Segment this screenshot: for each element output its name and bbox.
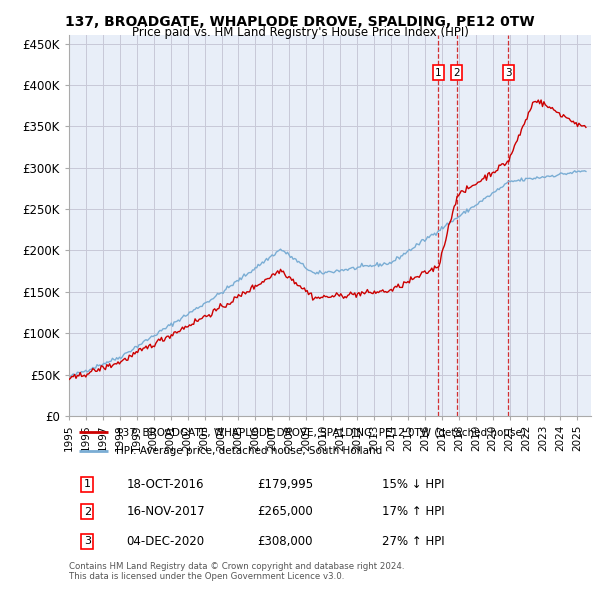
Text: 27% ↑ HPI: 27% ↑ HPI — [382, 535, 445, 548]
Text: 2: 2 — [453, 68, 460, 78]
Text: 15% ↓ HPI: 15% ↓ HPI — [382, 478, 445, 491]
Text: 04-DEC-2020: 04-DEC-2020 — [127, 535, 205, 548]
Text: Contains HM Land Registry data © Crown copyright and database right 2024.
This d: Contains HM Land Registry data © Crown c… — [69, 562, 404, 581]
Text: 137, BROADGATE, WHAPLODE DROVE, SPALDING, PE12 0TW (detached house): 137, BROADGATE, WHAPLODE DROVE, SPALDING… — [116, 427, 526, 437]
Text: 16-NOV-2017: 16-NOV-2017 — [127, 505, 205, 519]
Text: 137, BROADGATE, WHAPLODE DROVE, SPALDING, PE12 0TW: 137, BROADGATE, WHAPLODE DROVE, SPALDING… — [65, 15, 535, 29]
Text: Price paid vs. HM Land Registry's House Price Index (HPI): Price paid vs. HM Land Registry's House … — [131, 26, 469, 39]
Text: 18-OCT-2016: 18-OCT-2016 — [127, 478, 204, 491]
Text: 3: 3 — [505, 68, 512, 78]
Text: 1: 1 — [84, 480, 91, 489]
Text: 3: 3 — [84, 536, 91, 546]
Text: HPI: Average price, detached house, South Holland: HPI: Average price, detached house, Sout… — [116, 445, 382, 455]
Text: 17% ↑ HPI: 17% ↑ HPI — [382, 505, 445, 519]
Text: 1: 1 — [435, 68, 442, 78]
Text: £179,995: £179,995 — [257, 478, 313, 491]
Text: £308,000: £308,000 — [257, 535, 313, 548]
Text: £265,000: £265,000 — [257, 505, 313, 519]
Text: 2: 2 — [84, 507, 91, 517]
